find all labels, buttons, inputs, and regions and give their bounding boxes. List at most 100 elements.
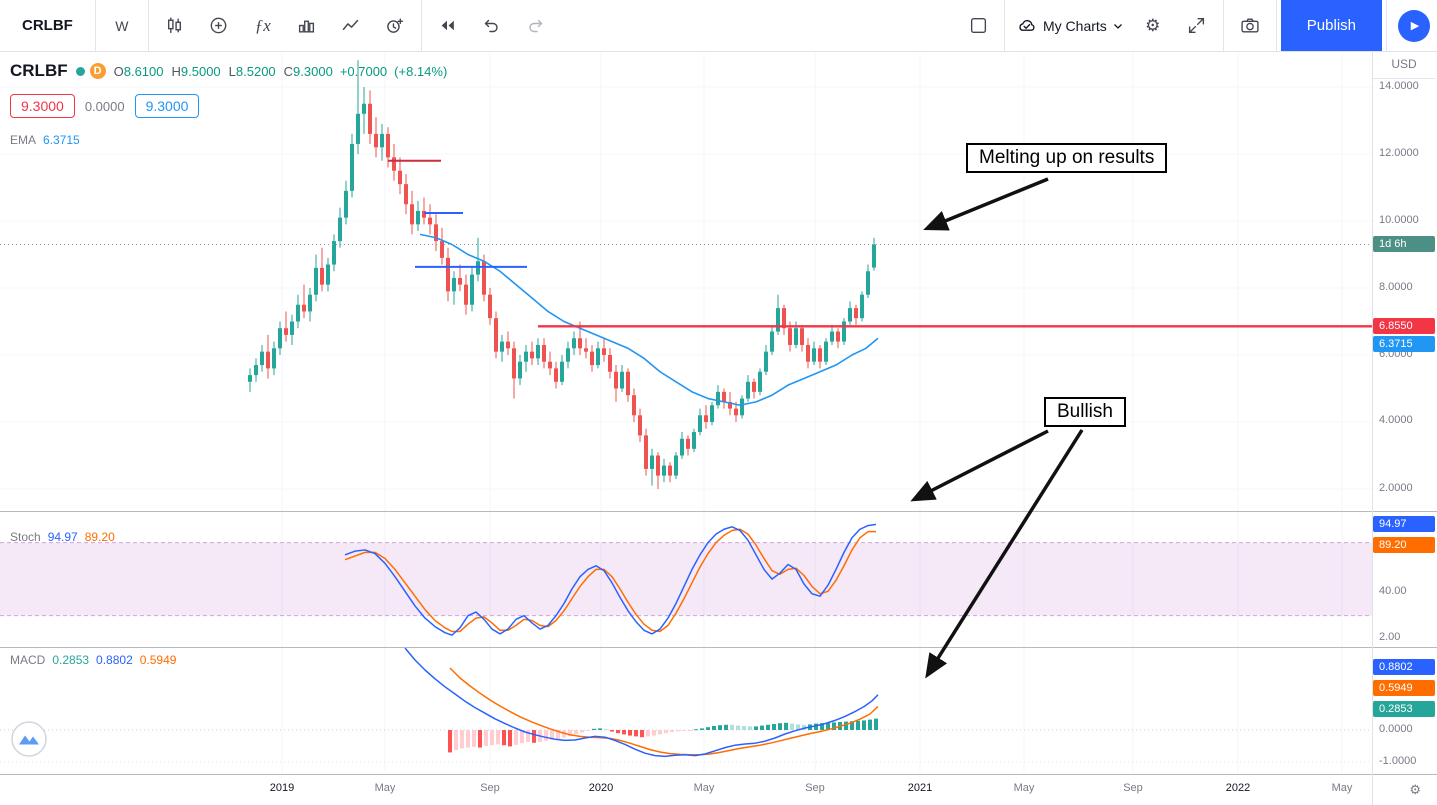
layout-button[interactable] [956, 0, 1000, 51]
toolbar-divider [1386, 0, 1387, 52]
indicator-templates-button[interactable] [285, 0, 329, 51]
macd-hist-badge: 0.2853 [1373, 701, 1435, 717]
top-toolbar: CRLBF W ƒx [0, 0, 1437, 52]
camera-icon [1241, 18, 1259, 33]
bar-replay-button[interactable] [426, 0, 470, 51]
macd-signal-badge: 0.5949 [1373, 680, 1435, 696]
candlestick-style-icon [168, 17, 182, 33]
ema-legend[interactable]: EMA 6.3715 [10, 133, 80, 147]
stoch-d-badge: 89.20 [1373, 537, 1435, 553]
settings-gear-button[interactable]: ⚙ [1131, 0, 1175, 51]
chevron-down-icon [1113, 23, 1122, 29]
time-axis-label: May [374, 782, 396, 794]
chart-style-button[interactable] [153, 0, 197, 51]
high-label: H [171, 63, 181, 79]
forecast-line-button[interactable] [329, 0, 373, 51]
ema-price-badge: 6.3715 [1373, 336, 1435, 352]
toolbar-right-group: My Charts ⚙ Publish ▶ [956, 0, 1437, 52]
axis-scale-label: 8.0000 [1379, 281, 1413, 293]
compare-symbol-button[interactable] [197, 0, 241, 51]
axis-scale-label: 40.00 [1379, 585, 1407, 597]
indicators-fx-button[interactable]: ƒx [241, 0, 285, 51]
undo-button[interactable] [470, 0, 514, 51]
delayed-data-icon[interactable]: D [89, 63, 106, 79]
annotation-arrow[interactable] [910, 429, 1049, 502]
macd-legend[interactable]: MACD 0.2853 0.8802 0.5949 [10, 653, 176, 667]
trading-panel-button[interactable]: ▶ [1391, 0, 1437, 51]
undo-icon [485, 19, 499, 33]
candlestick-series [248, 60, 876, 489]
time-axis-settings-gear[interactable]: ⚙ [1409, 782, 1421, 797]
toolbar-divider [94, 0, 96, 52]
legend-symbol: CRLBF [10, 61, 68, 80]
ema-line[interactable] [419, 233, 879, 407]
macd-label: MACD [10, 653, 46, 667]
change-percent: (+8.14%) [394, 63, 448, 79]
publish-button[interactable]: Publish [1280, 0, 1382, 51]
macd-histogram [448, 718, 878, 753]
annotation-arrow[interactable] [923, 177, 1049, 231]
stoch-d-line [344, 528, 876, 633]
snapshot-camera-button[interactable] [1228, 0, 1272, 51]
axis-scale-label: 12.0000 [1379, 147, 1419, 159]
my-charts-button[interactable]: My Charts [1009, 0, 1131, 51]
toolbar-divider [147, 0, 149, 52]
play-icon: ▶ [1398, 9, 1430, 42]
annotation-note-bullish[interactable]: Bullish [1044, 397, 1126, 427]
alert-button[interactable] [373, 0, 417, 51]
high-value: 9.5000 [180, 63, 221, 79]
low-value: 8.5200 [235, 63, 276, 79]
axis-scale-label: 6.0000 [1379, 348, 1413, 360]
redo-icon [529, 19, 543, 33]
annotation-note-melting-up[interactable]: Melting up on results [966, 143, 1168, 173]
zigzag-line-icon [342, 19, 359, 31]
time-axis-label: 2021 [907, 782, 933, 794]
axis-scale-label: 14.0000 [1379, 80, 1419, 92]
toolbar-divider [1222, 0, 1224, 52]
axis-scale-label: 4.0000 [1379, 414, 1413, 426]
time-axis-label: May [1013, 782, 1035, 794]
time-axis-label: Sep [1123, 782, 1143, 794]
fullscreen-arrows-icon [1189, 17, 1205, 34]
price-axis[interactable] [1372, 52, 1373, 805]
interval-button[interactable]: W [100, 0, 144, 51]
toolbar-divider [1004, 0, 1005, 52]
stoch-legend[interactable]: Stoch 94.97 89.20 [10, 530, 115, 544]
annotation-arrow[interactable] [925, 429, 1084, 679]
axis-scale-label: 10.0000 [1379, 214, 1419, 226]
toolbar-divider [1275, 0, 1277, 52]
axis-scale-label: 0.0000 [1379, 723, 1413, 735]
macd-hist-value: 0.2853 [52, 653, 90, 667]
toolbar-left-group: CRLBF W ƒx [4, 0, 558, 52]
redo-button[interactable] [514, 0, 558, 51]
tradingview-logo[interactable] [10, 720, 48, 763]
price-axis-currency[interactable]: USD [1373, 57, 1435, 79]
stoch-d-value: 89.20 [84, 530, 115, 544]
axis-scale-label: 2.0000 [1379, 482, 1413, 494]
time-axis-label: May [1331, 782, 1353, 794]
buy-price-button[interactable]: 9.3000 [134, 94, 200, 118]
macd-value: 0.8802 [96, 653, 133, 667]
ema-value: 6.3715 [43, 133, 80, 147]
sell-price-button[interactable]: 9.3000 [10, 94, 75, 118]
symbol-search-button[interactable]: CRLBF [4, 0, 91, 51]
gear-icon: ⚙ [1145, 16, 1161, 35]
stoch-k-line [344, 523, 877, 636]
close-label: C [283, 63, 294, 79]
macd-value-badge: 0.8802 [1373, 659, 1435, 675]
market-status-icon [75, 66, 85, 76]
time-axis[interactable]: 2019 May Sep 2020 May Sep 2021 May Sep 2022 May [0, 775, 1437, 805]
stoch-band [0, 542, 1372, 616]
resistance-price-badge: 6.8550 [1373, 318, 1435, 334]
time-axis-label: 2019 [269, 782, 295, 794]
time-axis-label: Sep [480, 782, 500, 794]
cloud-check-icon [1019, 19, 1035, 31]
fullscreen-button[interactable] [1175, 0, 1219, 51]
toolbar-divider [420, 0, 422, 52]
open-value: 8.6100 [123, 63, 164, 79]
symbol-legend[interactable]: CRLBF D O8.6100 H9.5000 L8.5200 C9.3000 … [10, 61, 447, 81]
stoch-k-badge: 94.97 [1373, 516, 1435, 532]
